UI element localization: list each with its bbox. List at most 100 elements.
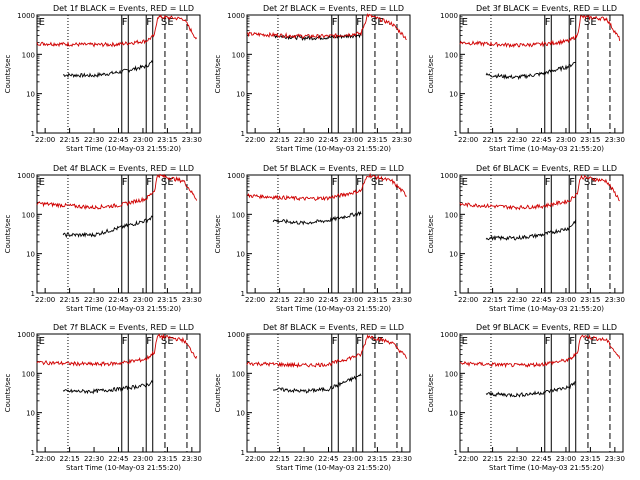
plot-frame (36, 174, 201, 294)
chart-panel-2: Det 2f BLACK = Events, RED = LLD 1 10 100 10… (214, 4, 412, 153)
y-tick-label: 10 (236, 251, 245, 259)
y-tick-label: 100 (445, 211, 458, 219)
chart-title: Det 3f BLACK = Events, RED = LLD (476, 4, 617, 13)
x-tick-label: 23:00 (343, 136, 363, 144)
marker-label-E: E (39, 177, 45, 188)
x-tick-label: 23:15 (580, 296, 600, 304)
x-axis-label: Start Time (10-May-03 21:55:20) (489, 464, 604, 472)
y-axis-label: Counts/sec (214, 374, 222, 413)
x-tick-label: 22:45 (531, 136, 551, 144)
y-tick-label: 1000 (17, 331, 35, 339)
marker-label-S: S (371, 177, 377, 188)
x-tick-label: 23:15 (580, 136, 600, 144)
marker-label-E: E (590, 336, 596, 347)
y-tick-label: 100 (22, 370, 35, 378)
plot-frame (36, 333, 201, 453)
marker-label-E: E (167, 177, 173, 188)
x-tick-label: 22:30 (294, 136, 314, 144)
y-tick-label: 1000 (227, 331, 245, 339)
marker-label-E: E (167, 17, 173, 28)
marker-label-E: E (462, 336, 468, 347)
y-tick-label: 10 (236, 410, 245, 418)
marker-label-F: F (122, 177, 128, 188)
marker-label-S: S (161, 336, 167, 347)
series-line-events (485, 61, 576, 81)
plot-frame (36, 14, 201, 134)
marker-label-E: E (590, 17, 596, 28)
x-tick-label: 23:15 (367, 296, 387, 304)
marker-label-F: F (146, 177, 152, 188)
marker-label-E: E (377, 336, 383, 347)
chart-panel-1: Det 1f BLACK = Events, RED = LLD 1 10 100 10… (4, 4, 202, 153)
marker-label-S: S (584, 177, 590, 188)
series-line-lld (459, 334, 621, 369)
series-line-events (485, 219, 577, 242)
marker-label-E: E (462, 17, 468, 28)
x-tick-label: 23:15 (157, 296, 177, 304)
series-line-events (62, 59, 154, 79)
marker-label-F: F (569, 17, 575, 28)
marker-label-F: F (569, 177, 575, 188)
chart-panel-9: Det 9f BLACK = Events, RED = LLD 1 10 100 10… (427, 323, 625, 472)
x-tick-label: 23:15 (367, 455, 387, 463)
x-tick-label: 23:15 (367, 136, 387, 144)
chart-title: Det 7f BLACK = Events, RED = LLD (53, 323, 194, 332)
marker-label-E: E (39, 336, 45, 347)
x-axis-label: Start Time (10-May-03 21:55:20) (66, 305, 181, 313)
marker-label-F: F (146, 17, 152, 28)
series-line-lld (246, 334, 408, 369)
y-tick-label: 100 (232, 370, 245, 378)
marker-label-S: S (371, 17, 377, 28)
y-tick-label: 1000 (227, 172, 245, 180)
chart-panel-5: Det 5f BLACK = Events, RED = LLD 1 10 100 10… (214, 164, 412, 313)
x-tick-label: 22:00 (35, 136, 55, 144)
plot-frame (459, 14, 624, 134)
y-tick-label: 100 (232, 51, 245, 59)
marker-label-S: S (161, 177, 167, 188)
x-tick-label: 23:30 (605, 296, 625, 304)
x-tick-label: 22:15 (60, 455, 80, 463)
y-tick-label: 1 (241, 449, 245, 457)
x-tick-label: 23:30 (182, 296, 202, 304)
chart-title: Det 1f BLACK = Events, RED = LLD (53, 4, 194, 13)
x-tick-label: 22:15 (60, 136, 80, 144)
plot-frame (246, 333, 411, 453)
x-tick-label: 23:00 (343, 455, 363, 463)
x-tick-label: 23:00 (133, 136, 153, 144)
x-tick-label: 23:00 (556, 136, 576, 144)
x-tick-label: 22:30 (507, 455, 527, 463)
marker-label-S: S (371, 336, 377, 347)
marker-label-F: F (332, 336, 338, 347)
y-axis-label: Counts/sec (427, 215, 435, 254)
y-tick-label: 1000 (440, 331, 458, 339)
marker-label-F: F (545, 177, 551, 188)
marker-label-E: E (462, 177, 468, 188)
x-tick-label: 23:00 (556, 296, 576, 304)
y-axis-label: Counts/sec (427, 374, 435, 413)
y-tick-label: 1 (31, 130, 35, 138)
y-axis-label: Counts/sec (4, 215, 12, 254)
x-tick-label: 23:30 (605, 136, 625, 144)
chart-title: Det 4f BLACK = Events, RED = LLD (53, 164, 194, 173)
x-tick-label: 22:30 (84, 455, 104, 463)
y-tick-label: 1 (454, 130, 458, 138)
chart-panel-3: Det 3f BLACK = Events, RED = LLD 1 10 100 10… (427, 4, 625, 153)
y-tick-label: 1 (31, 290, 35, 298)
marker-label-F: F (356, 17, 362, 28)
x-tick-label: 22:45 (318, 296, 338, 304)
marker-label-E: E (167, 336, 173, 347)
y-tick-label: 10 (26, 91, 35, 99)
x-tick-label: 23:30 (392, 296, 412, 304)
x-tick-label: 22:15 (270, 455, 290, 463)
marker-label-S: S (584, 17, 590, 28)
x-tick-label: 22:00 (245, 455, 265, 463)
y-tick-label: 10 (26, 251, 35, 259)
x-tick-label: 23:15 (157, 455, 177, 463)
y-tick-label: 100 (22, 211, 35, 219)
series-line-events (62, 215, 154, 239)
plot-frame (459, 174, 624, 294)
series-line-events (272, 210, 362, 226)
x-tick-label: 23:00 (343, 296, 363, 304)
x-axis-label: Start Time (10-May-03 21:55:20) (276, 145, 391, 153)
